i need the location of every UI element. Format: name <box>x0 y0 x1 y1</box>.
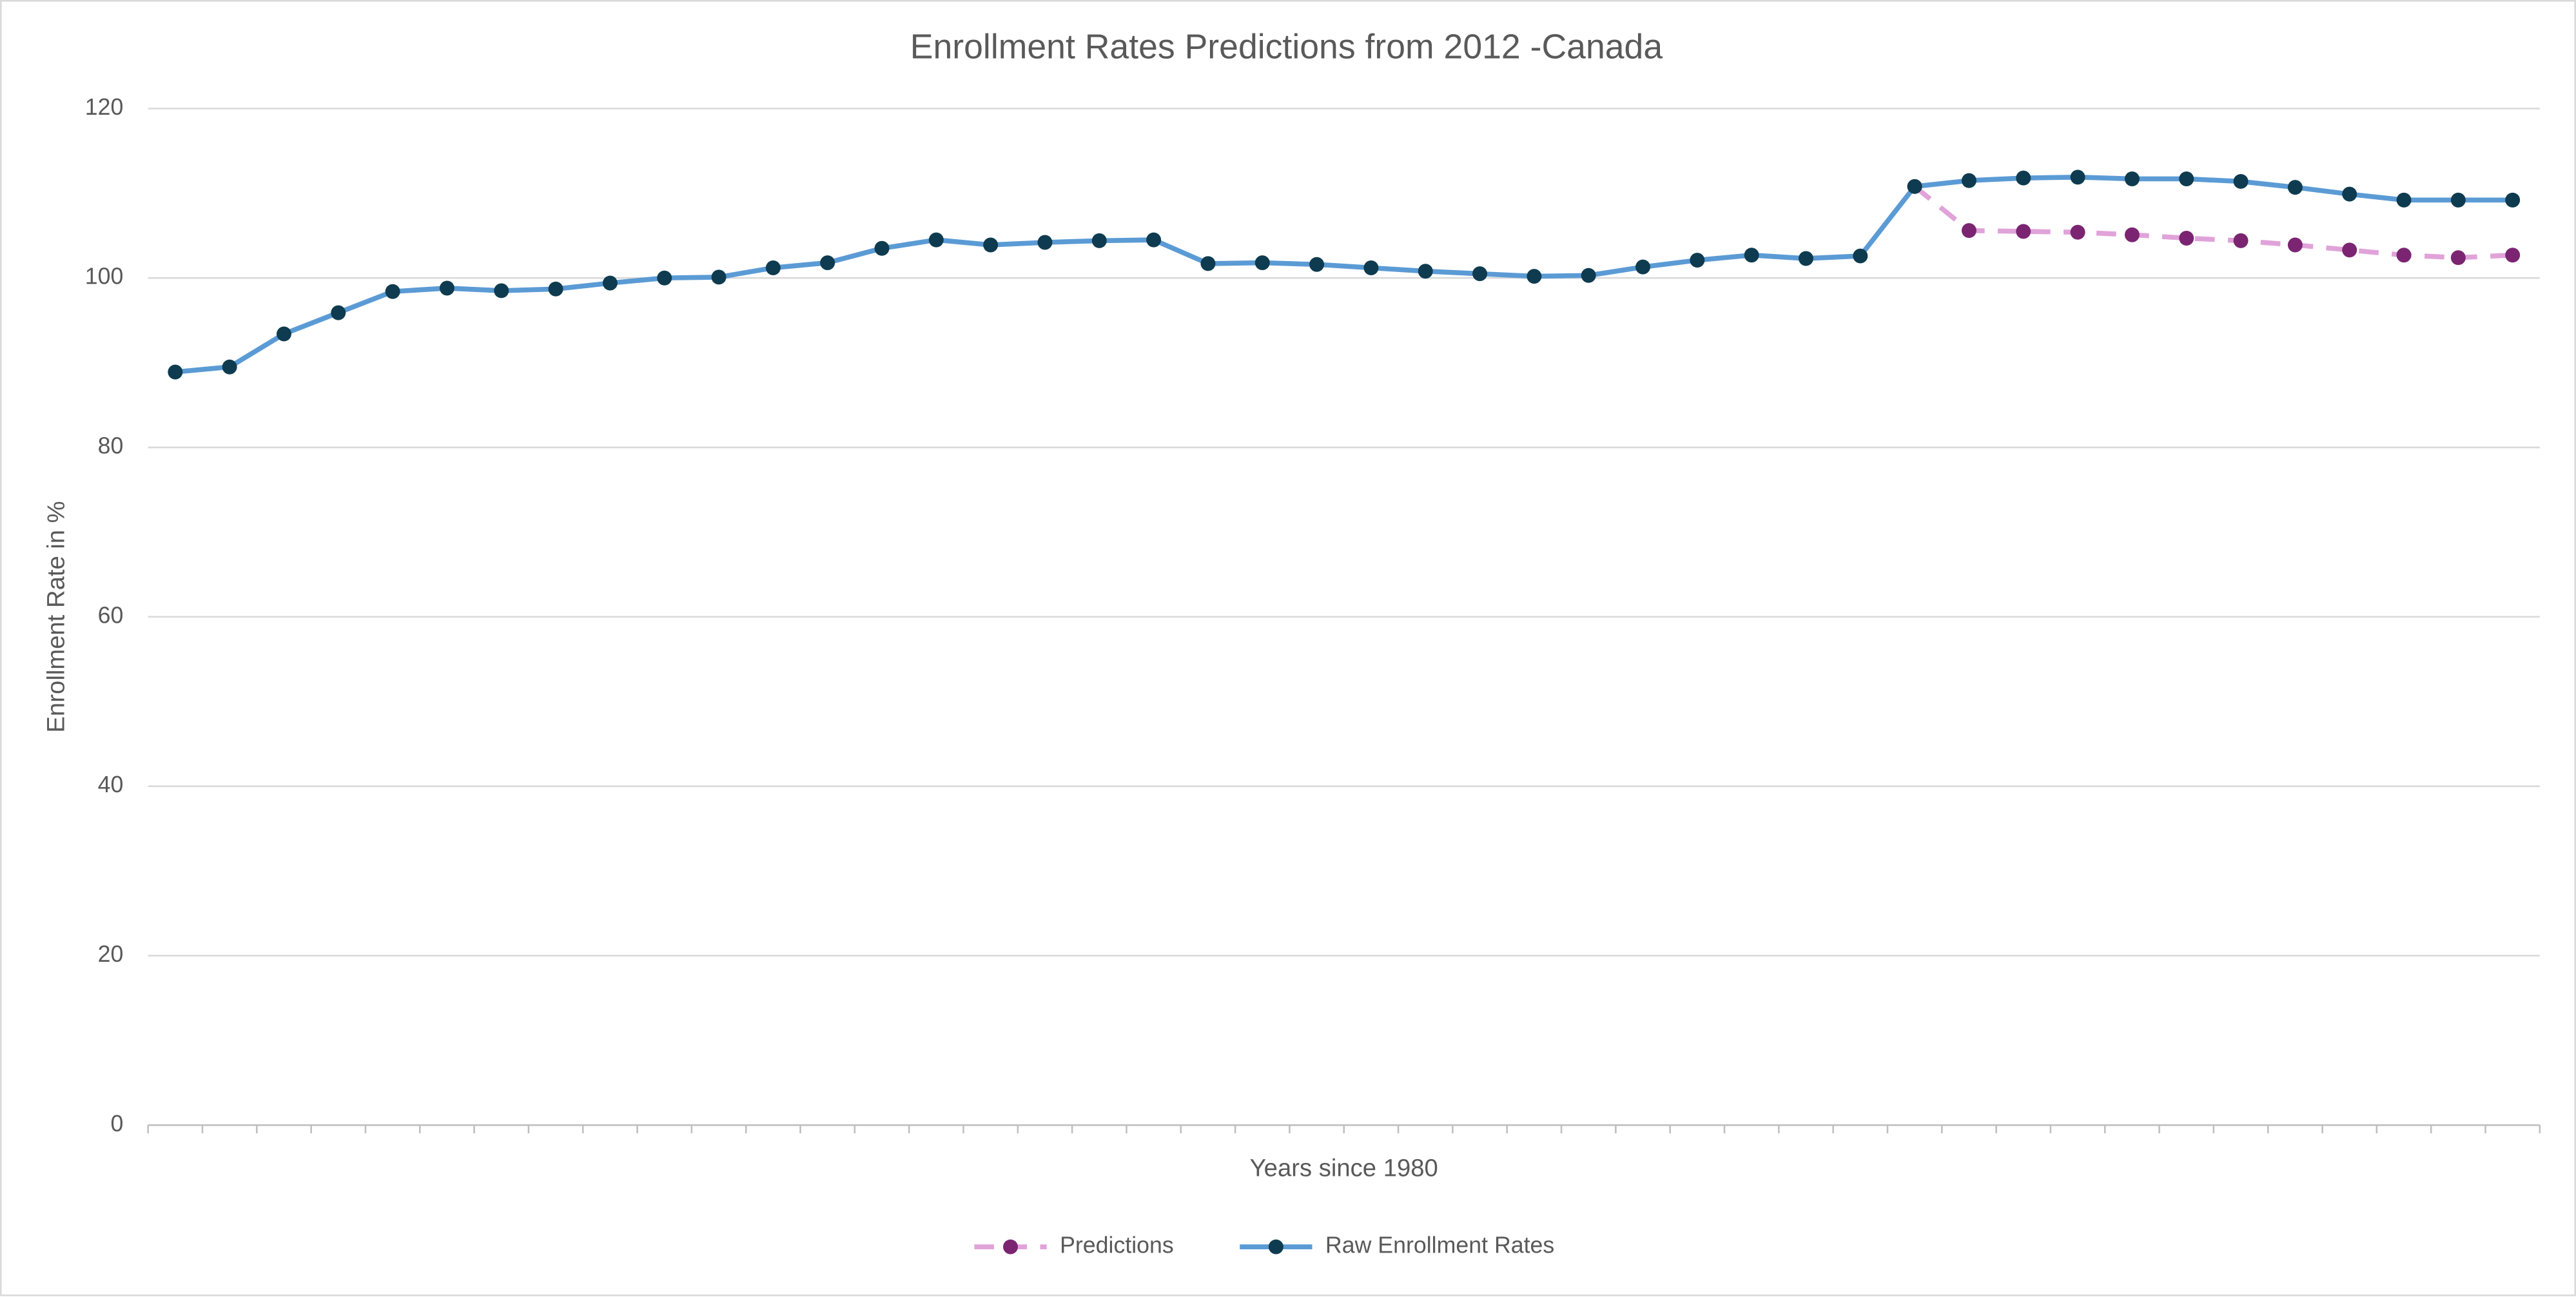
legend-marker <box>1003 1239 1019 1254</box>
data-point <box>331 305 346 320</box>
data-point <box>2233 173 2249 189</box>
data-point <box>2124 171 2140 186</box>
data-point <box>1309 257 1325 272</box>
data-point <box>1418 264 1433 279</box>
y-tick-label: 120 <box>85 94 124 120</box>
legend-marker <box>1268 1239 1283 1254</box>
data-point <box>168 364 183 380</box>
data-point <box>1799 251 1813 266</box>
y-tick-label: 0 <box>111 1111 124 1136</box>
data-point <box>2070 224 2085 240</box>
data-point <box>874 240 890 256</box>
data-point <box>1690 253 1705 268</box>
data-point <box>1037 235 1053 250</box>
data-point <box>2124 227 2140 242</box>
data-point <box>1200 256 1216 271</box>
data-point <box>1961 173 1976 188</box>
series-line <box>1913 184 2513 260</box>
data-point <box>1744 248 1759 263</box>
y-tick-label: 100 <box>85 264 124 289</box>
data-point <box>439 280 454 296</box>
data-point <box>2505 248 2521 263</box>
y-tick-label: 40 <box>98 772 124 797</box>
series-line <box>175 175 2513 375</box>
data-point <box>1146 232 1162 248</box>
data-point <box>2450 250 2466 266</box>
data-point <box>928 232 944 248</box>
data-point <box>2287 180 2303 195</box>
data-point <box>1961 223 1976 239</box>
data-point <box>2505 192 2521 208</box>
x-axis-title: Years since 1980 <box>1250 1154 1438 1182</box>
data-point <box>2396 248 2412 263</box>
data-point <box>820 255 835 271</box>
data-point <box>2450 192 2466 208</box>
data-point <box>2396 192 2412 208</box>
data-point <box>983 237 999 253</box>
data-point <box>222 359 237 375</box>
data-point <box>1527 269 1542 284</box>
data-point <box>1853 248 1868 264</box>
y-axis-title: Enrollment Rate in % <box>42 501 70 732</box>
legend-label: Raw Enrollment Rates <box>1325 1233 1554 1258</box>
data-point <box>2179 171 2194 186</box>
chart-title: Enrollment Rates Predictions from 2012 -… <box>910 28 1663 66</box>
data-point <box>2016 224 2031 239</box>
data-point <box>2342 186 2357 202</box>
data-point <box>657 270 672 286</box>
data-point <box>2179 230 2194 246</box>
y-tick-label: 60 <box>98 602 124 628</box>
data-point <box>548 281 563 297</box>
data-point <box>602 275 618 291</box>
data-point <box>1363 260 1379 275</box>
y-tick-label: 80 <box>98 433 124 458</box>
legend-label: Predictions <box>1060 1233 1174 1258</box>
data-point <box>1907 179 1922 194</box>
data-point <box>277 326 291 342</box>
data-point <box>1091 233 1107 248</box>
data-point <box>2342 242 2357 258</box>
y-tick-label: 20 <box>98 941 124 967</box>
data-point <box>1254 255 1270 271</box>
data-point <box>711 269 727 285</box>
data-point <box>494 283 509 298</box>
data-point <box>2016 170 2031 186</box>
data-point <box>1635 259 1651 275</box>
data-point <box>1472 266 1488 282</box>
data-point <box>2233 233 2249 248</box>
data-point <box>2287 237 2303 253</box>
data-point <box>1581 268 1596 283</box>
data-point <box>2070 170 2085 185</box>
data-point <box>385 284 400 299</box>
data-point <box>765 260 781 275</box>
